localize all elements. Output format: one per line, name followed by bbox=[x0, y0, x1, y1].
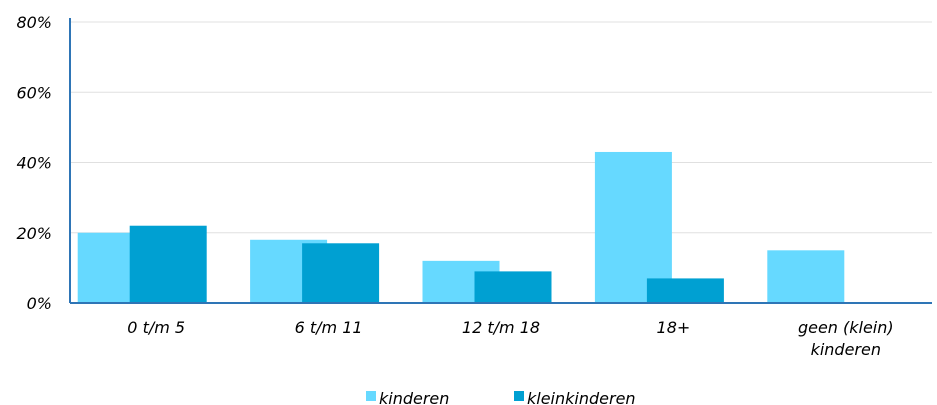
legend-swatch-kleinkinderen bbox=[514, 391, 524, 401]
bar-kleinkinderen-2 bbox=[474, 271, 552, 303]
legend-swatch-kinderen bbox=[366, 391, 376, 401]
x-tick-labels: 0 t/m 5 6 t/m 11 12 t/m 18 18+ geen (klein) k… bbox=[127, 318, 893, 359]
x-tick-label: geen (klein) bbox=[798, 318, 894, 337]
legend-label-kinderen: kinderen bbox=[379, 389, 449, 405]
y-tick-label: 60% bbox=[16, 83, 52, 102]
y-tick-label: 80% bbox=[16, 13, 52, 32]
bars bbox=[77, 151, 845, 303]
legend: kinderen kleinkinderen bbox=[366, 389, 636, 405]
gridlines bbox=[70, 21, 932, 234]
bar-kleinkinderen-1 bbox=[302, 243, 380, 303]
axes bbox=[69, 18, 932, 304]
legend-label-kleinkinderen: kleinkinderen bbox=[527, 389, 636, 405]
x-tick-label: kinderen bbox=[811, 340, 881, 359]
x-tick-label: 0 t/m 5 bbox=[127, 318, 185, 337]
bar-kleinkinderen-0 bbox=[129, 225, 207, 303]
bar-kinderen-3 bbox=[594, 151, 672, 303]
x-tick-label: 18+ bbox=[657, 318, 691, 337]
y-tick-label: 40% bbox=[16, 154, 52, 173]
x-tick-label: 6 t/m 11 bbox=[295, 318, 363, 337]
x-tick-label: 12 t/m 18 bbox=[462, 318, 540, 337]
y-tick-labels: 0% 20% 40% 60% 80% bbox=[16, 13, 52, 313]
bar-kleinkinderen-3 bbox=[646, 278, 724, 303]
bar-kinderen-4 bbox=[767, 250, 845, 303]
y-tick-label: 0% bbox=[27, 294, 52, 313]
y-tick-label: 20% bbox=[16, 224, 52, 243]
